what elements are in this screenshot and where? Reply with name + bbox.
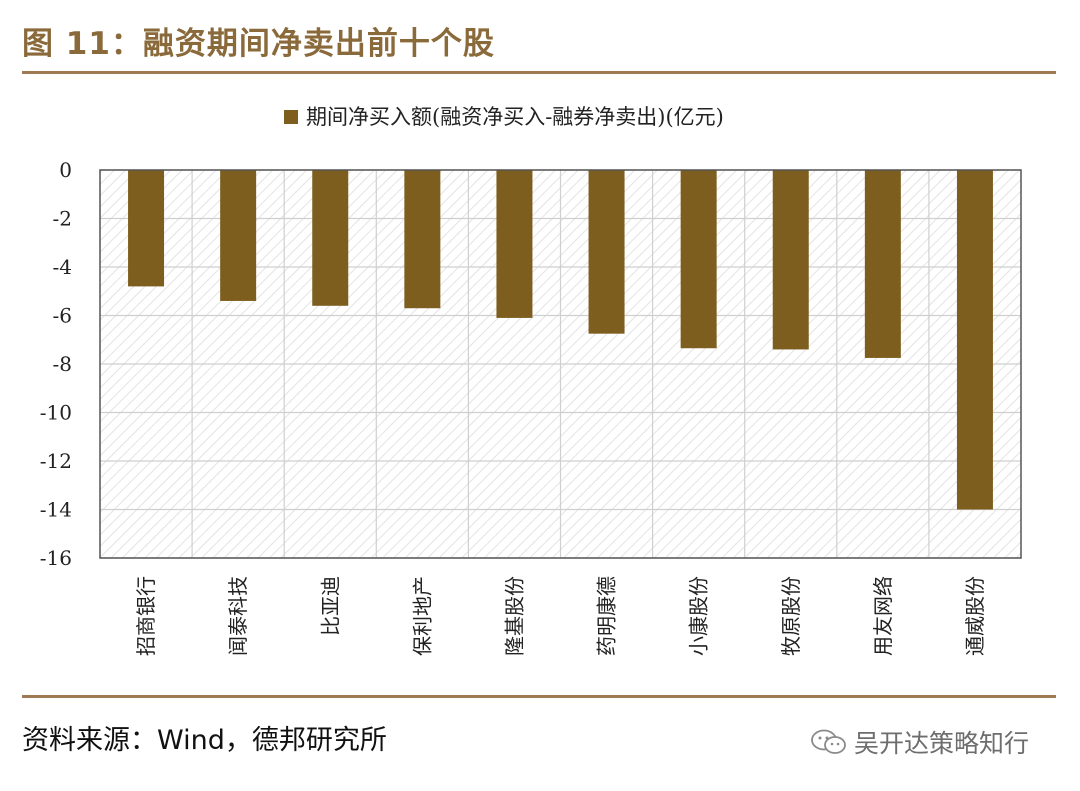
y-tick-label: 0: [59, 158, 72, 182]
x-category-label: 招商银行: [134, 576, 158, 656]
plot-frame: [99, 169, 1022, 559]
bar-3: [312, 170, 349, 306]
y-tick-label: -12: [40, 449, 72, 473]
x-axis-labels: 招商银行 闻泰科技 比亚迪 保利地产 隆基股份 药明康德 小康股份 牧原股份 用友网络 通威股份: [134, 576, 987, 656]
bar-1: [128, 170, 165, 287]
figure-title: 图 11：融资期间净卖出前十个股: [22, 26, 495, 62]
x-category-label: 保利地产: [410, 576, 434, 656]
y-tick-label: -10: [40, 401, 72, 425]
bar-10: [956, 170, 993, 510]
top-rule: [22, 71, 1056, 74]
watermark: 吴开达策略知行: [810, 724, 1029, 760]
y-axis-ticks: 0 -2 -4 -6 -8 -10 -12 -14 -16: [40, 158, 72, 570]
bars: [128, 170, 993, 510]
bar-6: [588, 170, 625, 334]
x-category-label: 闻泰科技: [226, 576, 250, 656]
bar-2: [220, 170, 257, 301]
bar-4: [404, 170, 441, 309]
x-category-label: 隆基股份: [502, 576, 526, 656]
y-tick-label: -8: [53, 352, 72, 376]
wechat-icon: [811, 729, 846, 754]
x-category-label: 小康股份: [687, 576, 711, 656]
y-tick-label: -6: [53, 304, 72, 328]
y-tick-label: -4: [53, 255, 72, 279]
bar-8: [772, 170, 809, 350]
bar-chart: 期间净买入额(融资净买入-融券净卖出)(亿元) 0 -2 -4 -6 -8 -10 -12 -…: [40, 105, 1022, 656]
bar-7: [680, 170, 717, 349]
x-category-label: 药明康德: [595, 576, 619, 656]
bar-9: [864, 170, 901, 358]
y-tick-label: -2: [53, 207, 72, 231]
bottom-rule: [22, 695, 1056, 698]
legend-label: 期间净买入额(融资净买入-融券净卖出)(亿元): [306, 105, 724, 129]
y-tick-label: -16: [40, 546, 72, 570]
legend: 期间净买入额(融资净买入-融券净卖出)(亿元): [284, 105, 724, 129]
x-category-label: 通威股份: [963, 576, 987, 656]
x-category-label: 比亚迪: [318, 576, 342, 636]
legend-swatch: [284, 110, 298, 124]
source-note: 资料来源：Wind，德邦研究所: [22, 725, 387, 756]
x-category-label: 用友网络: [871, 576, 895, 656]
watermark-text: 吴开达策略知行: [854, 729, 1030, 758]
x-category-label: 牧原股份: [779, 576, 803, 656]
bar-5: [496, 170, 533, 318]
y-tick-label: -14: [40, 498, 72, 522]
